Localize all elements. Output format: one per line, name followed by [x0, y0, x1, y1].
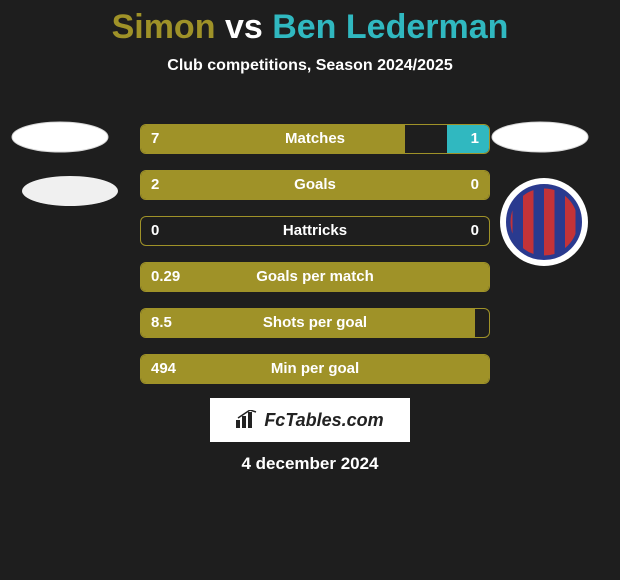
- subtitle: Club competitions, Season 2024/2025: [0, 57, 620, 75]
- fctables-text: FcTables.com: [264, 410, 383, 431]
- comparison-title: Simon vs Ben Lederman: [0, 0, 620, 47]
- chart-icon: [236, 410, 258, 431]
- player1-name: Simon: [112, 8, 216, 46]
- stat-label: Min per goal: [141, 355, 489, 383]
- stat-label: Hattricks: [141, 217, 489, 245]
- stat-value-right: 0: [471, 171, 479, 199]
- player2-club-badge: [500, 178, 588, 266]
- vs-text: vs: [225, 8, 263, 46]
- stat-row: 7Matches1: [140, 124, 490, 154]
- stat-row: 494Min per goal: [140, 354, 490, 384]
- player1-club-badge: [20, 174, 120, 208]
- stat-row: 2Goals0: [140, 170, 490, 200]
- stat-value-right: 0: [471, 217, 479, 245]
- stat-label: Goals: [141, 171, 489, 199]
- stat-bars: 7Matches12Goals00Hattricks00.29Goals per…: [140, 124, 490, 400]
- player1-club-badge-top: [10, 120, 110, 154]
- stat-row: 0Hattricks0: [140, 216, 490, 246]
- date-text: 4 december 2024: [0, 454, 620, 474]
- fctables-logo[interactable]: FcTables.com: [210, 398, 410, 442]
- stat-label: Goals per match: [141, 263, 489, 291]
- stat-value-right: 1: [471, 125, 479, 153]
- stat-label: Shots per goal: [141, 309, 489, 337]
- stat-row: 8.5Shots per goal: [140, 308, 490, 338]
- player2-name: Ben Lederman: [272, 8, 508, 46]
- player2-club-badge-top: [490, 120, 590, 154]
- stat-row: 0.29Goals per match: [140, 262, 490, 292]
- stat-label: Matches: [141, 125, 489, 153]
